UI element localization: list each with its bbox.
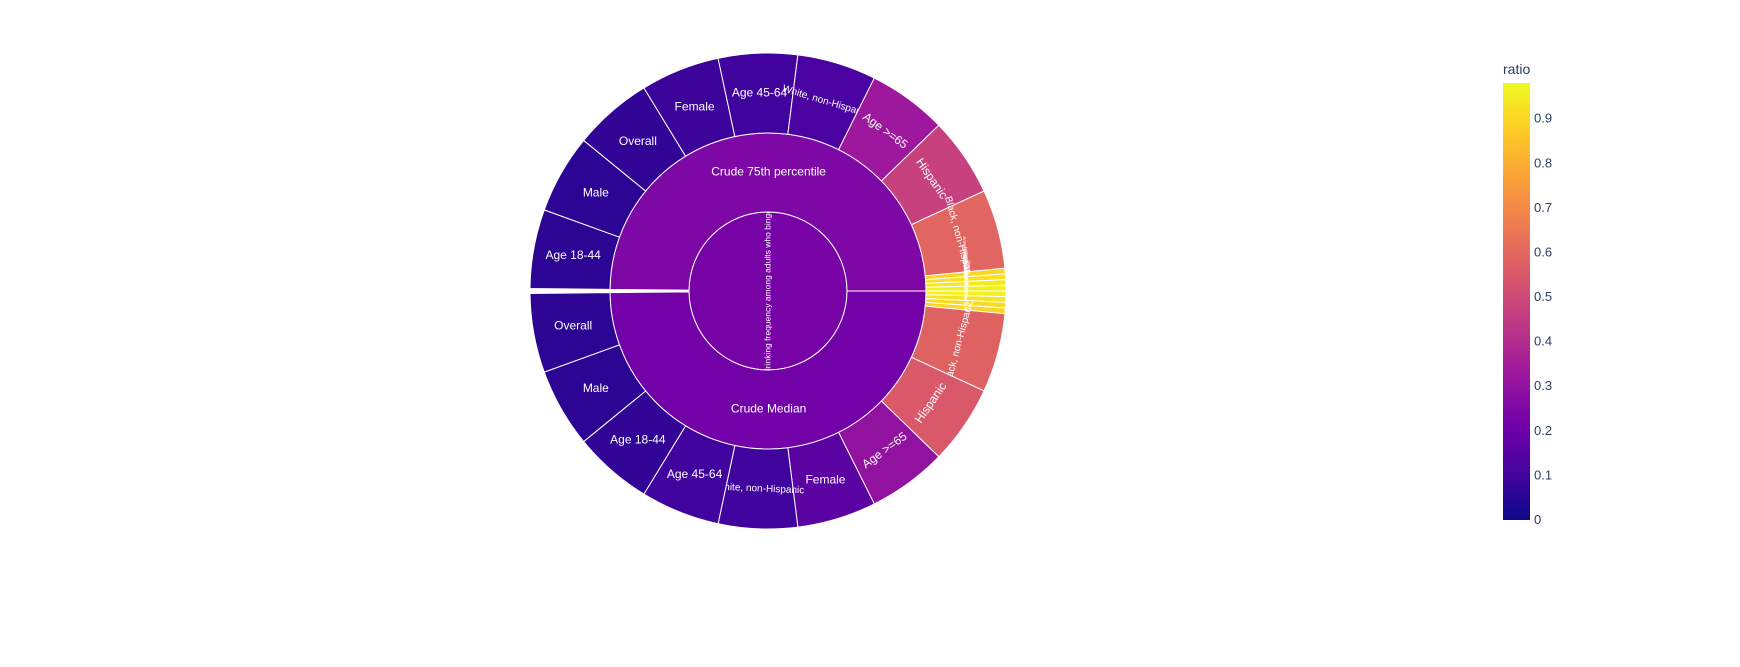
colorbar-tick-label: 0.7 [1534,200,1552,215]
colorbar-tick-label: 0.4 [1534,334,1552,349]
sunburst-label-crude-75th-percentile-hawaiian-or-pacific-islander-non-hispanic: Hawaiian or Pacific Islander, non-Hispan… [963,247,969,332]
sunburst-label-crude-75th-percentile-female: Female [675,99,715,113]
colorbar-ticks: 0 0.1 0.2 0.3 0.4 0.5 0.6 0.7 0.8 0.9 [1534,111,1552,527]
sunburst-plot: drinking frequency among adults who bing… [529,52,1007,530]
colorbar-tick-label: 0.9 [1534,111,1552,126]
sunburst-label-crude-75th-percentile: Crude 75th percentile [711,165,826,179]
colorbar-tick-label: 0 [1534,512,1541,527]
sunburst-label-crude-median-age-18-44: Age 18-44 [610,432,666,446]
sunburst-label-crude-75th-percentile-overall: Overall [619,134,657,148]
colorbar-title: ratio [1503,61,1530,77]
colorbar-tick-label: 0.2 [1534,423,1552,438]
colorbar: ratio 0 0.1 0.2 0.3 0.4 0.5 0.6 0.7 0.8 0.9 [1503,61,1552,527]
sunburst-label-crude-median-overall: Overall [554,318,592,332]
sunburst-label-crude-75th-percentile-age-45-64: Age 45-64 [732,85,788,99]
sunburst-label-crude-median-age-45-64: Age 45-64 [667,467,723,481]
colorbar-tick-label: 0.5 [1534,289,1552,304]
sunburst-label-crude-median-multiracial-non-hispanic: Multiracial, non-Hispanic [962,273,969,323]
colorbar-tick-label: 0.6 [1534,244,1552,259]
sunburst-segment-crude-median-overall[interactable] [529,292,621,373]
sunburst-label-crude-median-white-non-hispanic: White, non-Hispanic [715,482,805,497]
colorbar-tick-label: 0.8 [1534,155,1552,170]
sunburst-label-crude-median-asian-non-hispanic: Asian, non-Hispanic [962,282,969,323]
colorbar-tick-label: 0.1 [1534,467,1552,482]
sunburst-label-crude-75th-percentile-male: Male [583,185,609,199]
sunburst-label-crude-75th-percentile-american-indian-or-alaska-native-non-hispanic: American Indian or Alaska Native, non-Hi… [962,236,970,332]
colorbar-gradient [1503,83,1530,520]
sunburst-label-crude-median-female: Female [805,473,845,487]
sunburst-label-crude-median-male: Male [583,381,609,395]
sunburst-label-crude-median-hawaiian-or-pacific-islander-non-hispanic: Hawaiian or Pacific Islander, non-Hispan… [963,251,969,336]
sunburst-label-crude-75th-percentile-multiracial-non-hispanic: Multiracial, non-Hispanic [962,254,970,304]
sunburst-label-crude-median: Crude Median [731,402,806,416]
sunburst-label-crude-75th-percentile-asian-non-hispanic: Asian, non-Hispanic [961,254,969,295]
sunburst-root-label: drinking frequency among adults who bing… [762,209,772,373]
colorbar-tick-label: 0.3 [1534,378,1552,393]
sunburst-label-crude-75th-percentile-age-18-44: Age 18-44 [545,248,601,262]
